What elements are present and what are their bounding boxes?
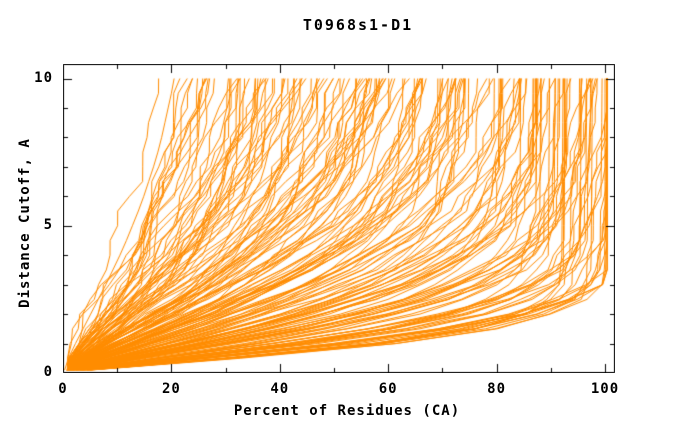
y-tick-label: 0 — [43, 364, 53, 380]
x-tick-label: 60 — [378, 381, 398, 397]
x-tick-label: 20 — [161, 381, 181, 397]
x-tick-label: 40 — [270, 381, 290, 397]
x-tick-label: 0 — [58, 381, 68, 397]
x-tick-label: 80 — [487, 381, 507, 397]
chart-title: T0968s1-D1 — [302, 16, 414, 34]
plot-area-canvas — [63, 64, 615, 373]
x-axis-label: Percent of Residues (CA) — [233, 403, 461, 419]
y-tick-label: 10 — [34, 69, 53, 86]
x-tick-label: 100 — [590, 381, 620, 397]
y-tick-label: 5 — [43, 216, 53, 233]
